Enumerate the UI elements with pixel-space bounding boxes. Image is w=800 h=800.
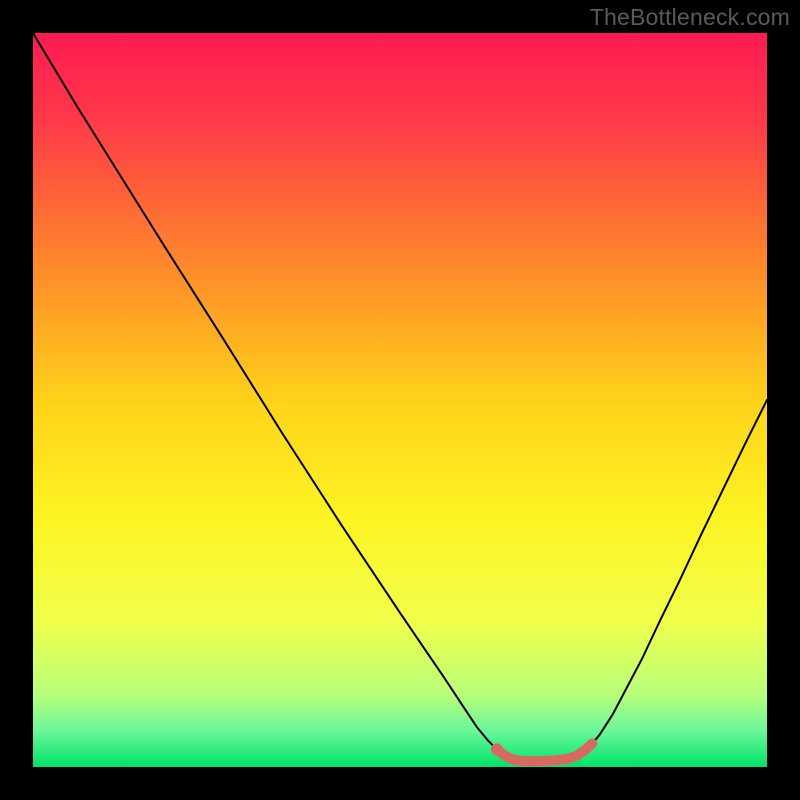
plot-area [33,33,767,767]
chart-svg [33,33,767,767]
optimal-point-dot [491,743,503,755]
watermark: TheBottleneck.com [590,4,790,31]
gradient-background [33,33,767,767]
outer-frame: TheBottleneck.com [0,0,800,800]
